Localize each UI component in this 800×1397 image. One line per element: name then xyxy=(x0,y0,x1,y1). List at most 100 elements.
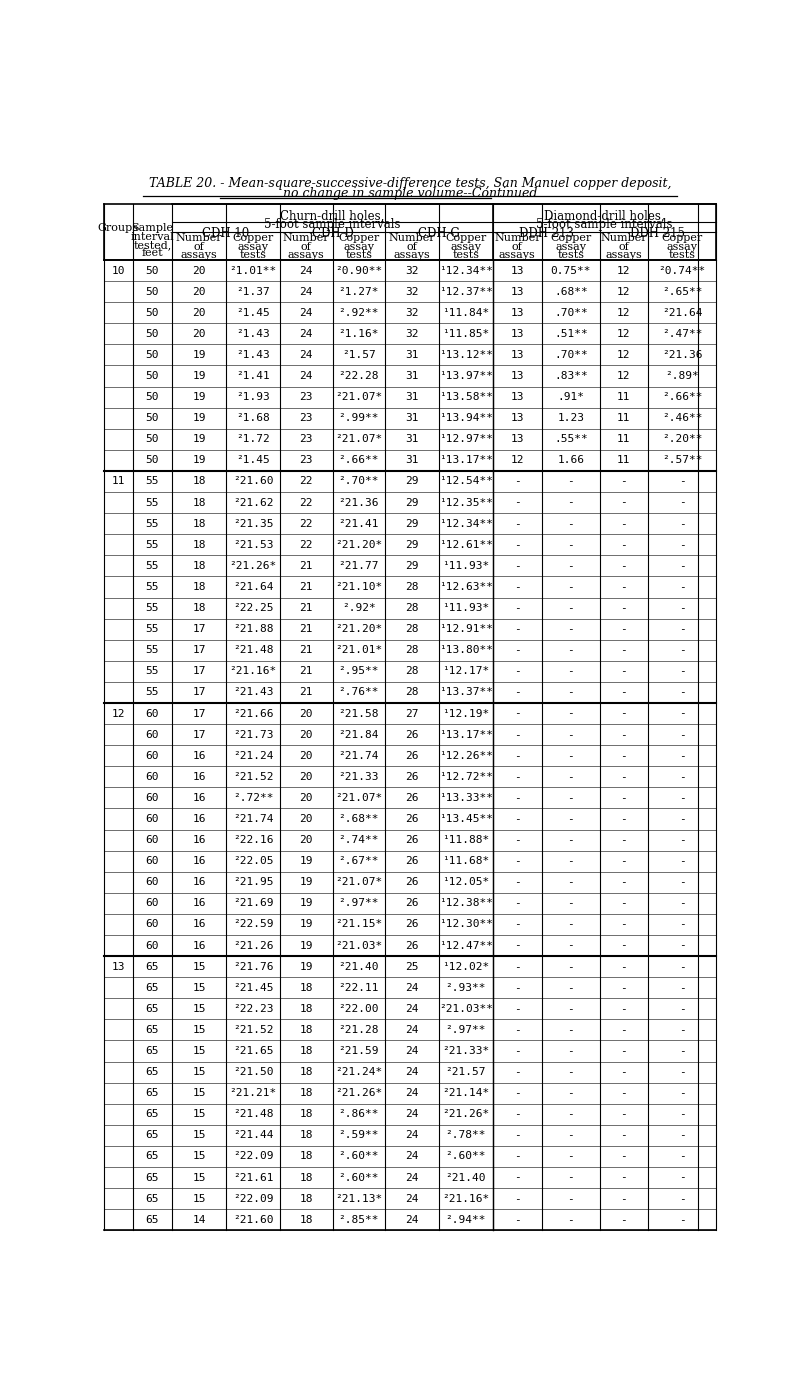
Text: -: - xyxy=(621,919,627,929)
Text: 15: 15 xyxy=(193,1130,206,1140)
Text: ².93**: ².93** xyxy=(446,982,486,993)
Text: ²21.01*: ²21.01* xyxy=(335,645,382,655)
Text: 16: 16 xyxy=(193,898,206,908)
Text: 16: 16 xyxy=(193,814,206,824)
Text: 26: 26 xyxy=(405,835,418,845)
Text: 0.75**: 0.75** xyxy=(550,265,591,275)
Text: 65: 65 xyxy=(146,1088,159,1098)
Text: assay: assay xyxy=(555,242,586,251)
Text: 31: 31 xyxy=(405,414,418,423)
Text: ²21.35: ²21.35 xyxy=(233,518,274,528)
Text: -: - xyxy=(621,1025,627,1035)
Text: ².60**: ².60** xyxy=(338,1151,379,1161)
Text: -: - xyxy=(514,1193,521,1204)
Text: -: - xyxy=(621,1193,627,1204)
Text: -: - xyxy=(567,518,574,528)
Text: ²21.73: ²21.73 xyxy=(233,729,274,739)
Text: 16: 16 xyxy=(193,835,206,845)
Text: Copper: Copper xyxy=(662,233,702,243)
Text: -: - xyxy=(678,539,686,550)
Text: 19: 19 xyxy=(299,898,313,908)
Text: -: - xyxy=(621,687,627,697)
Text: -: - xyxy=(567,1004,574,1014)
Text: -: - xyxy=(567,1046,574,1056)
Text: -: - xyxy=(514,560,521,571)
Text: ².46**: ².46** xyxy=(662,414,702,423)
Text: Diamond-drill holes,: Diamond-drill holes, xyxy=(544,210,665,224)
Text: CDH D: CDH D xyxy=(312,226,354,240)
Text: ²21.26: ²21.26 xyxy=(233,940,274,950)
Text: 50: 50 xyxy=(146,434,159,444)
Text: 13: 13 xyxy=(111,961,125,971)
Text: 24: 24 xyxy=(405,1109,418,1119)
Text: -: - xyxy=(678,604,686,613)
Text: 24: 24 xyxy=(405,1046,418,1056)
Text: -: - xyxy=(514,687,521,697)
Text: ².47**: ².47** xyxy=(662,328,702,339)
Text: ¹12.72**: ¹12.72** xyxy=(438,771,493,782)
Text: ²0.90**: ²0.90** xyxy=(335,265,382,275)
Text: ².92*: ².92* xyxy=(342,604,376,613)
Text: ²21.40: ²21.40 xyxy=(338,961,379,971)
Text: ¹12.30**: ¹12.30** xyxy=(438,919,493,929)
Text: ².92**: ².92** xyxy=(338,307,379,317)
Text: 18: 18 xyxy=(299,1193,313,1204)
Text: -: - xyxy=(567,856,574,866)
Text: assays: assays xyxy=(181,250,218,260)
Text: ²1.16*: ²1.16* xyxy=(338,328,379,339)
Text: 31: 31 xyxy=(405,455,418,465)
Text: ²21.24*: ²21.24* xyxy=(335,1067,382,1077)
Text: 21: 21 xyxy=(299,604,313,613)
Text: Number: Number xyxy=(389,233,435,243)
Text: -: - xyxy=(678,518,686,528)
Text: -: - xyxy=(678,898,686,908)
Text: 50: 50 xyxy=(146,414,159,423)
Text: -: - xyxy=(567,1130,574,1140)
Text: -: - xyxy=(514,583,521,592)
Text: 12: 12 xyxy=(617,328,630,339)
Text: -: - xyxy=(678,1004,686,1014)
Text: 18: 18 xyxy=(299,982,313,993)
Text: -: - xyxy=(514,604,521,613)
Text: ²21.33: ²21.33 xyxy=(338,771,379,782)
Text: ¹11.93*: ¹11.93* xyxy=(442,604,490,613)
Text: -: - xyxy=(678,1088,686,1098)
Text: 20: 20 xyxy=(193,265,206,275)
Text: -: - xyxy=(514,961,521,971)
Text: 5-foot sample intervals: 5-foot sample intervals xyxy=(536,218,673,232)
Text: -: - xyxy=(621,518,627,528)
Text: -: - xyxy=(678,687,686,697)
Text: 23: 23 xyxy=(299,393,313,402)
Text: -: - xyxy=(678,940,686,950)
Text: tests: tests xyxy=(669,250,695,260)
Text: 26: 26 xyxy=(405,793,418,803)
Text: 65: 65 xyxy=(146,1172,159,1182)
Text: -: - xyxy=(567,687,574,697)
Text: 65: 65 xyxy=(146,1004,159,1014)
Text: -: - xyxy=(678,961,686,971)
Text: -: - xyxy=(567,1109,574,1119)
Text: ².86**: ².86** xyxy=(338,1109,379,1119)
Text: ²21.57: ²21.57 xyxy=(446,1067,486,1077)
Text: -: - xyxy=(678,1109,686,1119)
Text: ²21.74: ²21.74 xyxy=(338,750,379,761)
Text: 31: 31 xyxy=(405,372,418,381)
Text: assays: assays xyxy=(499,250,536,260)
Text: assay: assay xyxy=(450,242,482,251)
Text: ²21.58: ²21.58 xyxy=(338,708,379,718)
Text: Number: Number xyxy=(176,233,222,243)
Text: -: - xyxy=(567,940,574,950)
Text: -: - xyxy=(621,624,627,634)
Text: 26: 26 xyxy=(405,877,418,887)
Text: -: - xyxy=(621,708,627,718)
Text: -: - xyxy=(514,856,521,866)
Text: ²21.74: ²21.74 xyxy=(233,814,274,824)
Text: 18: 18 xyxy=(193,583,206,592)
Text: -: - xyxy=(621,982,627,993)
Text: Churn-drill holes,: Churn-drill holes, xyxy=(280,210,385,224)
Text: -: - xyxy=(678,1172,686,1182)
Text: ²21.07*: ²21.07* xyxy=(335,434,382,444)
Text: -: - xyxy=(514,919,521,929)
Text: Sample: Sample xyxy=(131,224,174,233)
Text: ¹11.84*: ¹11.84* xyxy=(442,307,490,317)
